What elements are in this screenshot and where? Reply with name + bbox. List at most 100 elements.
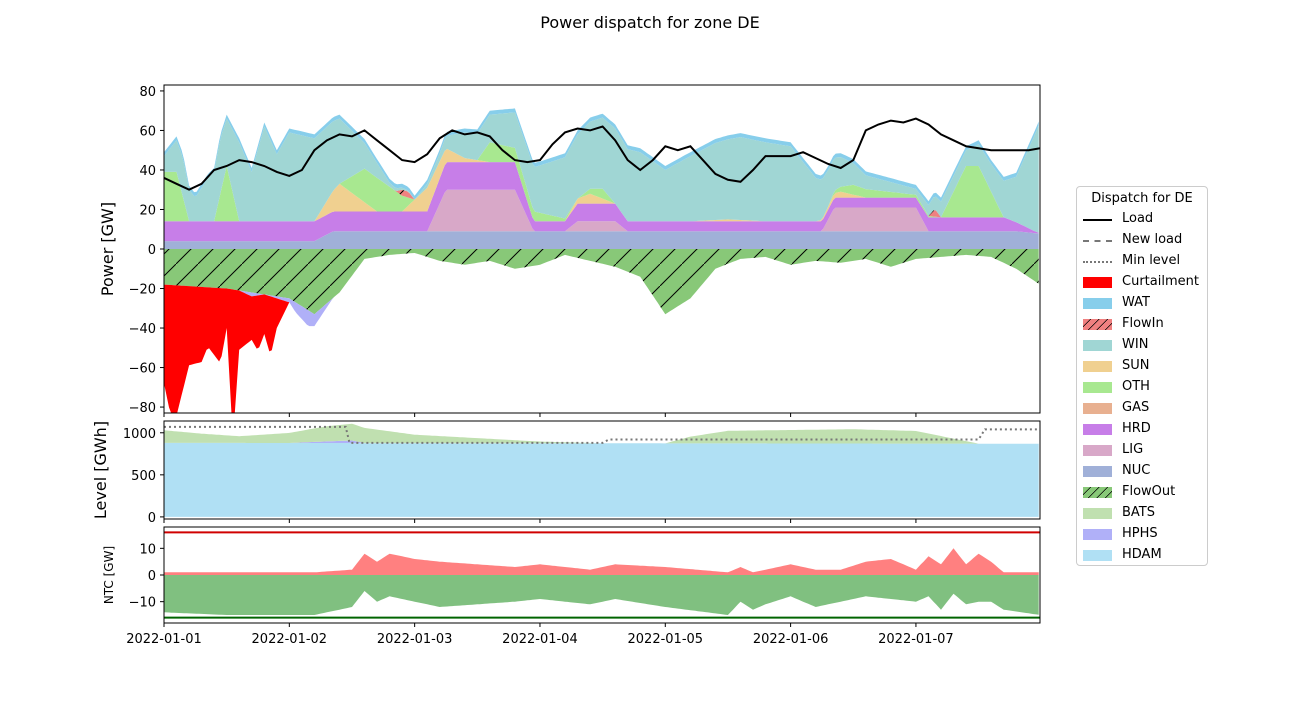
legend-label: New load: [1122, 232, 1183, 247]
legend-color-swatch: [1083, 361, 1112, 372]
y-axis-label: Power [GW]: [98, 202, 117, 296]
legend-item-curtailment: Curtailment: [1083, 274, 1207, 292]
ytick-label: 60: [139, 124, 156, 139]
legend-color-swatch: [1083, 277, 1112, 288]
legend-item-hdam: HDAM: [1083, 547, 1207, 565]
legend-label: Min level: [1122, 253, 1181, 268]
legend-color-swatch: [1083, 508, 1112, 519]
legend-color-swatch: [1083, 298, 1112, 309]
ytick-label: −80: [129, 401, 156, 416]
ytick-label: 0: [148, 569, 156, 584]
y-axis-label: NTC [GW]: [102, 546, 116, 604]
ytick-label: −20: [129, 283, 156, 298]
legend-label: NUC: [1122, 463, 1151, 478]
power-hatch-flowout: [164, 249, 1039, 315]
xtick-label: 2022-01-02: [252, 632, 328, 647]
power-area-win: [164, 112, 1039, 233]
legend-label: Load: [1122, 211, 1154, 226]
legend-label: WAT: [1122, 295, 1150, 310]
panel-level: 0 500 1000 Level [GWh]: [91, 420, 1041, 526]
level-area-hdam: [164, 442, 1039, 517]
ytick-label: 0: [148, 243, 156, 258]
ytick-label: 40: [139, 164, 156, 179]
legend-color-swatch: [1083, 319, 1112, 330]
legend-color-swatch: [1083, 529, 1112, 540]
legend-item-gas: GAS: [1083, 400, 1207, 418]
ntc-areas: [164, 531, 1040, 619]
legend-line-swatch: [1083, 261, 1112, 263]
legend-label: SUN: [1122, 358, 1150, 373]
legend-color-swatch: [1083, 340, 1112, 351]
legend-item-load: Load: [1083, 211, 1207, 229]
xtick-label: 2022-01-07: [878, 632, 954, 647]
legend-label: BATS: [1122, 505, 1155, 520]
level-areas: [164, 423, 1040, 517]
ytick-label: −60: [129, 362, 156, 377]
legend-color-swatch: [1083, 445, 1112, 456]
panel-ntc: −10 0 10 2022-01-01 2022-01-02 2022-01-03 2022…: [102, 526, 1041, 647]
legend: Dispatch for DE Load New load Min level Cur…: [1076, 186, 1208, 566]
legend-item-hphs: HPHS: [1083, 526, 1207, 544]
panel-frame-level: [163, 420, 1041, 520]
ytick-label: −40: [129, 322, 156, 337]
legend-item-min-level: Min level: [1083, 253, 1207, 271]
power-areas: [164, 108, 1040, 413]
legend-item-nuc: NUC: [1083, 463, 1207, 481]
legend-label: GAS: [1122, 400, 1150, 415]
ytick-label: −10: [129, 596, 156, 611]
legend-label: HRD: [1122, 421, 1151, 436]
y-axis-label: Level [GWh]: [91, 421, 110, 519]
chart-title: Power dispatch for zone DE: [540, 13, 759, 32]
legend-label: Curtailment: [1122, 274, 1199, 289]
legend-label: FlowOut: [1122, 484, 1176, 499]
legend-label: FlowIn: [1122, 316, 1164, 331]
power-area-oth: [164, 142, 1039, 233]
legend-line-swatch: [1083, 219, 1112, 221]
level-area-bats: [164, 423, 1039, 444]
legend-item-wat: WAT: [1083, 295, 1207, 313]
legend-item-lig: LIG: [1083, 442, 1207, 460]
legend-item-hrd: HRD: [1083, 421, 1207, 439]
ytick-label: 1000: [123, 427, 156, 442]
legend-label: HDAM: [1122, 547, 1162, 562]
power-area-lig: [164, 189, 1039, 242]
power-area-nuc: [164, 231, 1039, 249]
legend-label: HPHS: [1122, 526, 1158, 541]
legend-line-swatch: [1083, 240, 1112, 242]
xtick-label: 2022-01-05: [628, 632, 704, 647]
legend-label: LIG: [1122, 442, 1144, 457]
legend-item-oth: OTH: [1083, 379, 1207, 397]
ytick-label: 20: [139, 203, 156, 218]
legend-color-swatch: [1083, 382, 1112, 393]
xtick-label: 2022-01-06: [753, 632, 829, 647]
ytick-label: 0: [148, 511, 156, 526]
legend-item-new-load: New load: [1083, 232, 1207, 250]
legend-title: Dispatch for DE: [1091, 191, 1193, 206]
ytick-label: 10: [139, 542, 156, 557]
legend-item-win: WIN: [1083, 337, 1207, 355]
legend-color-swatch: [1083, 466, 1112, 477]
legend-color-swatch: [1083, 550, 1112, 561]
legend-color-swatch: [1083, 403, 1112, 414]
power-area-sun: [164, 148, 1039, 233]
level-area-hphs: [164, 440, 1039, 444]
legend-label: OTH: [1122, 379, 1150, 394]
legend-item-flowout: FlowOut: [1083, 484, 1207, 502]
ntc-area-ntc_export: [164, 575, 1039, 615]
panel-power: −80 −60 −40 −20 0 20 40 60 80 Power [GW]: [98, 84, 1041, 417]
ytick-label: 80: [139, 85, 156, 100]
power-area-hrd: [164, 162, 1039, 242]
xtick-label: 2022-01-04: [502, 632, 578, 647]
xtick-label: 2022-01-01: [126, 632, 202, 647]
legend-item-sun: SUN: [1083, 358, 1207, 376]
legend-item-flowin: FlowIn: [1083, 316, 1207, 334]
legend-label: WIN: [1122, 337, 1149, 352]
ntc-area-ntc_import: [164, 548, 1039, 575]
ytick-label: 500: [131, 469, 156, 484]
legend-item-bats: BATS: [1083, 505, 1207, 523]
load-line: [164, 117, 1040, 191]
legend-color-swatch: [1083, 424, 1112, 435]
xtick-label: 2022-01-03: [377, 632, 453, 647]
